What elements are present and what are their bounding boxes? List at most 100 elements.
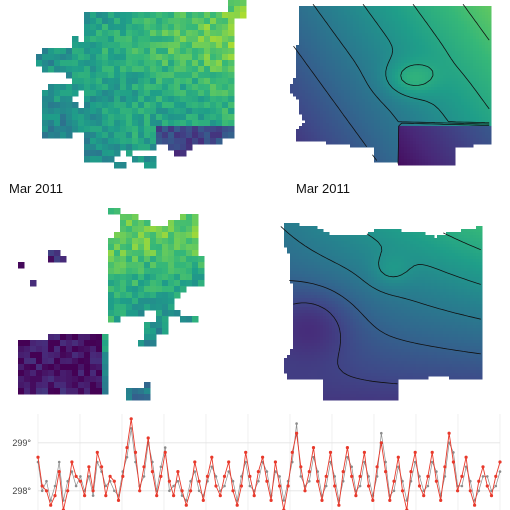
heatmap-cell xyxy=(368,15,372,19)
heatmap-cell xyxy=(335,241,339,245)
heatmap-cell xyxy=(413,247,417,251)
heatmap-cell xyxy=(479,87,483,91)
heatmap-cell xyxy=(419,12,423,16)
heatmap-cell xyxy=(338,45,342,49)
heatmap-cell xyxy=(341,66,345,70)
heatmap-cell xyxy=(377,114,381,118)
heatmap-cell xyxy=(347,36,351,40)
heatmap-cell xyxy=(72,376,79,383)
heatmap-cell xyxy=(395,12,399,16)
heatmap-cell xyxy=(386,96,390,100)
heatmap-cell xyxy=(90,334,97,341)
heatmap-cell xyxy=(84,376,91,383)
heatmap-cell xyxy=(72,340,79,347)
heatmap-cell xyxy=(374,90,378,94)
heatmap-cell xyxy=(473,72,477,76)
heatmap-cell xyxy=(392,84,396,88)
heatmap-cell xyxy=(210,18,217,25)
heatmap-cell xyxy=(144,292,151,299)
heatmap-cell xyxy=(443,126,447,130)
heatmap-cell xyxy=(404,6,408,10)
heatmap-cell xyxy=(479,244,483,248)
heatmap-cell xyxy=(350,75,354,79)
heatmap-cell xyxy=(446,135,450,139)
heatmap-cell xyxy=(377,108,381,112)
heatmap-cell xyxy=(371,24,375,28)
heatmap-cell xyxy=(482,33,486,37)
heatmap-cell xyxy=(192,250,199,257)
heatmap-cell xyxy=(458,48,462,52)
heatmap-cell xyxy=(120,298,127,305)
heatmap-cell xyxy=(356,235,360,239)
heatmap-cell xyxy=(479,141,483,145)
heatmap-cell xyxy=(467,120,471,124)
heatmap-cell xyxy=(473,102,477,106)
heatmap-cell xyxy=(296,262,300,266)
heatmap-cell xyxy=(371,6,375,10)
heatmap-cell xyxy=(96,370,103,377)
heatmap-cell xyxy=(470,129,474,133)
heatmap-cell xyxy=(464,87,468,91)
heatmap-cell xyxy=(389,54,393,58)
heatmap-cell xyxy=(443,87,447,91)
heatmap-cell xyxy=(344,90,348,94)
heatmap-cell xyxy=(368,132,372,136)
heatmap-cell xyxy=(398,54,402,58)
heatmap-cell xyxy=(410,90,414,94)
heatmap-cell xyxy=(407,36,411,40)
heatmap-cell xyxy=(210,114,217,121)
heatmap-cell xyxy=(174,84,181,91)
heatmap-cell xyxy=(168,96,175,103)
heatmap-cell xyxy=(389,60,393,64)
heatmap-cell xyxy=(308,63,312,67)
heatmap-cell xyxy=(434,256,438,260)
heatmap-cell xyxy=(404,99,408,103)
heatmap-cell xyxy=(413,108,417,112)
heatmap-cell xyxy=(410,144,414,148)
heatmap-cell xyxy=(395,21,399,25)
heatmap-cell xyxy=(455,81,459,85)
heatmap-cell xyxy=(437,259,441,263)
heatmap-cell xyxy=(326,21,330,25)
heatmap-cell xyxy=(479,99,483,103)
heatmap-cell xyxy=(383,117,387,121)
heatmap-cell xyxy=(216,18,223,25)
heatmap-cell xyxy=(422,6,426,10)
heatmap-cell xyxy=(338,117,342,121)
heatmap-cell xyxy=(359,256,363,260)
heatmap-cell xyxy=(326,120,330,124)
heatmap-cell xyxy=(353,238,357,242)
heatmap-cell xyxy=(461,36,465,40)
heatmap-cell xyxy=(410,159,414,163)
heatmap-cell xyxy=(320,232,324,236)
heatmap-cell xyxy=(54,102,61,109)
heatmap-cell xyxy=(371,99,375,103)
heatmap-cell xyxy=(296,247,300,251)
heatmap-cell xyxy=(296,253,300,257)
heatmap-cell xyxy=(296,244,300,248)
heatmap-cell xyxy=(443,96,447,100)
heatmap-cell xyxy=(488,78,492,82)
heatmap-cell xyxy=(326,33,330,37)
heatmap-cell xyxy=(479,132,483,136)
heatmap-cell xyxy=(150,114,157,121)
heatmap-cell xyxy=(443,162,447,166)
heatmap-cell xyxy=(138,30,145,37)
heatmap-cell xyxy=(48,90,55,97)
heatmap-cell xyxy=(386,24,390,28)
heatmap-cell xyxy=(425,33,429,37)
heatmap-cell xyxy=(293,93,297,97)
heatmap-cell xyxy=(377,123,381,127)
heatmap-cell xyxy=(356,54,360,58)
heatmap-cell xyxy=(422,126,426,130)
heatmap-cell xyxy=(383,36,387,40)
heatmap-cell xyxy=(210,102,217,109)
heatmap-cell xyxy=(299,15,303,19)
heatmap-cell xyxy=(78,370,85,377)
heatmap-cell xyxy=(78,376,85,383)
heatmap-cell xyxy=(467,144,471,148)
heatmap-cell xyxy=(392,111,396,115)
heatmap-cell xyxy=(344,36,348,40)
heatmap-cell xyxy=(410,54,414,58)
heatmap-cell xyxy=(395,141,399,145)
